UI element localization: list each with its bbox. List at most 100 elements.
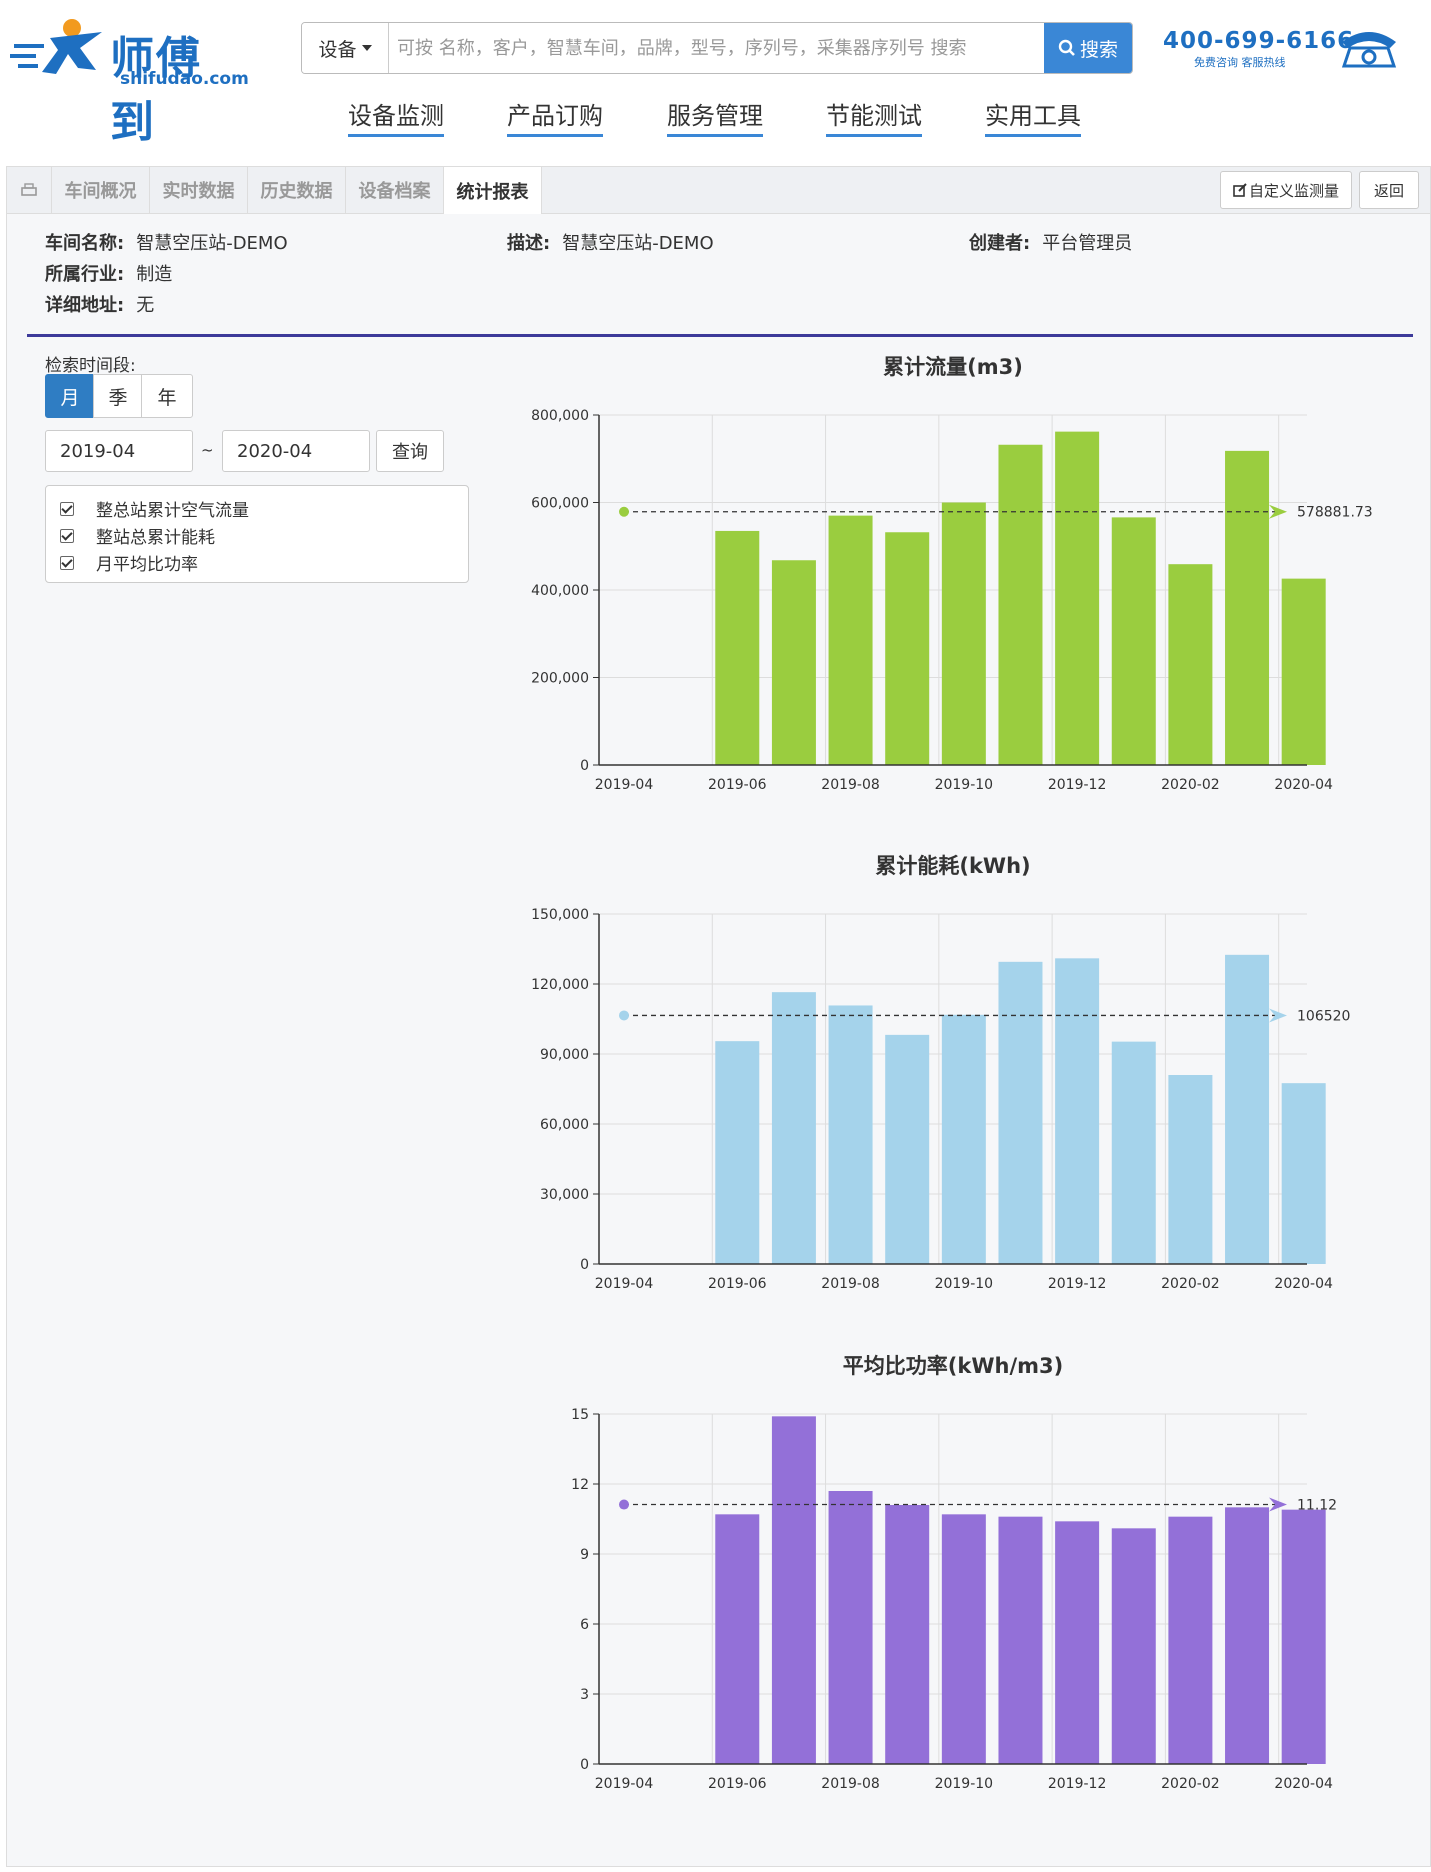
- period-year-button[interactable]: 年: [141, 374, 193, 418]
- hotline: 400-699-6166 免费咨询 客服热线: [1160, 26, 1397, 74]
- nav-item-service-management[interactable]: 服务管理: [667, 96, 763, 137]
- y-tick-label: 800,000: [531, 408, 589, 424]
- average-arrow-icon: [1269, 1497, 1287, 1512]
- bar: [1281, 578, 1326, 765]
- x-tick-label: 2019-04: [595, 1776, 654, 1792]
- tab-realtime-data[interactable]: 实时数据: [150, 167, 248, 213]
- bar: [1168, 564, 1213, 765]
- bar: [828, 1005, 873, 1264]
- workshop-creator: 创建者: 平台管理员: [969, 229, 1132, 255]
- bar: [1225, 954, 1270, 1264]
- option-label: 整站总累计能耗: [96, 528, 215, 548]
- nav-item-device-monitor[interactable]: 设备监测: [348, 96, 444, 137]
- x-tick-label: 2019-08: [821, 1776, 880, 1792]
- y-tick-label: 6: [580, 1617, 589, 1633]
- end-date-input[interactable]: 2020-04: [222, 430, 370, 472]
- main-nav: 设备监测 产品订购 服务管理 节能测试 实用工具: [340, 96, 1100, 137]
- bar: [1055, 1521, 1100, 1764]
- x-tick-label: 2019-10: [935, 777, 994, 793]
- phone-icon: [1341, 32, 1397, 68]
- start-date-input[interactable]: 2019-04: [45, 430, 193, 472]
- print-icon: [21, 183, 37, 196]
- option-energy[interactable]: 整站总累计能耗: [60, 523, 215, 548]
- bar: [715, 530, 760, 765]
- bar: [1168, 1516, 1213, 1764]
- workshop-address: 详细地址: 无: [45, 291, 154, 317]
- x-tick-label: 2020-02: [1161, 1776, 1220, 1792]
- print-button[interactable]: [7, 167, 52, 213]
- period-month-button[interactable]: 月: [45, 374, 95, 418]
- x-tick-label: 2020-02: [1161, 777, 1220, 793]
- search-input[interactable]: [389, 23, 1044, 73]
- logo[interactable]: 师傅到 shifudao.com: [10, 8, 249, 148]
- tab-statistics-report[interactable]: 统计报表: [444, 167, 542, 214]
- bar: [1225, 450, 1270, 765]
- bar: [885, 532, 930, 765]
- bar: [828, 515, 873, 765]
- nav-item-tools[interactable]: 实用工具: [985, 96, 1081, 137]
- custom-metrics-button[interactable]: 自定义监测量: [1220, 171, 1352, 209]
- energy-chart-svg: 累计能耗(kWh) 0 30,000 60,000 90,000 120,000 150,0…: [531, 854, 1350, 1292]
- nav-item-product-order[interactable]: 产品订购: [507, 96, 603, 137]
- option-specific-power[interactable]: 月平均比功率: [60, 550, 198, 575]
- search-icon: [1058, 39, 1075, 56]
- workshop-creator-value: 平台管理员: [1042, 233, 1133, 254]
- y-tick-label: 0: [580, 758, 589, 774]
- y-tick-label: 200,000: [531, 671, 589, 687]
- chart-title: 累计流量(m3): [883, 355, 1023, 379]
- search-category-select[interactable]: 设备: [302, 23, 389, 73]
- average-start-marker: [619, 1010, 629, 1021]
- option-label: 月平均比功率: [96, 555, 198, 575]
- bar: [998, 1516, 1043, 1764]
- y-tick-label: 30,000: [540, 1187, 589, 1203]
- search-bar: 设备 搜索: [301, 22, 1133, 74]
- bar: [771, 1416, 816, 1764]
- average-arrow-icon: [1269, 1008, 1287, 1023]
- nav-item-energy-test[interactable]: 节能测试: [826, 96, 922, 137]
- hotline-number: 400-699-6166: [1163, 28, 1355, 54]
- workshop-address-label: 详细地址:: [45, 295, 125, 316]
- x-tick-label: 2020-02: [1161, 1276, 1220, 1292]
- bar: [771, 560, 816, 765]
- query-button[interactable]: 查询: [376, 430, 444, 472]
- tab-device-files[interactable]: 设备档案: [346, 167, 444, 213]
- bar: [941, 1014, 986, 1264]
- specific-power-chart-svg: 平均比功率(kWh/m3) 0 3 6 9 12 15 2019-04 2019-06 2019-…: [571, 1354, 1337, 1792]
- workshop-name-label: 车间名称:: [45, 233, 125, 254]
- y-tick-label: 12: [571, 1477, 589, 1493]
- search-category-label: 设备: [318, 38, 357, 61]
- workshop-industry: 所属行业: 制造: [45, 260, 172, 286]
- bar: [1111, 1528, 1156, 1764]
- logo-domain: shifudao.com: [120, 69, 249, 89]
- x-tick-label: 2019-10: [935, 1776, 994, 1792]
- report-panel: 车间概况 实时数据 历史数据 设备档案 统计报表 自定义监测量 返回 车间名称:…: [6, 166, 1431, 1867]
- x-tick-label: 2020-04: [1274, 777, 1333, 793]
- y-tick-label: 15: [571, 1407, 589, 1423]
- caret-down-icon: [361, 45, 372, 51]
- checkbox-checked-icon[interactable]: [60, 501, 74, 516]
- bar: [1055, 958, 1100, 1264]
- option-air-flow[interactable]: 整总站累计空气流量: [60, 496, 249, 521]
- logo-text: 师傅到: [110, 33, 202, 148]
- back-button[interactable]: 返回: [1359, 171, 1419, 209]
- bar: [1281, 1083, 1326, 1264]
- tab-history-data[interactable]: 历史数据: [248, 167, 346, 213]
- custom-metrics-label: 自定义监测量: [1248, 181, 1339, 200]
- checkbox-checked-icon[interactable]: [60, 528, 74, 543]
- x-tick-label: 2019-08: [821, 777, 880, 793]
- chart-title: 累计能耗(kWh): [875, 854, 1030, 878]
- workshop-industry-value: 制造: [136, 264, 173, 285]
- search-button[interactable]: 搜索: [1044, 23, 1132, 73]
- workshop-desc-label: 描述:: [507, 233, 551, 254]
- logo-mascot-icon: [10, 19, 102, 74]
- y-tick-label: 150,000: [531, 907, 589, 923]
- x-tick-label: 2020-04: [1274, 1276, 1333, 1292]
- flow-chart: 累计流量(m3) 0 200,000 400,000 600,000 800,000 201…: [512, 343, 1382, 823]
- average-label: 11.12: [1297, 1498, 1337, 1514]
- y-tick-label: 120,000: [531, 977, 589, 993]
- tab-workshop-overview[interactable]: 车间概况: [52, 167, 150, 213]
- x-tick-label: 2019-06: [708, 1776, 767, 1792]
- y-tick-label: 9: [580, 1547, 589, 1563]
- checkbox-checked-icon[interactable]: [60, 555, 74, 570]
- period-quarter-button[interactable]: 季: [93, 374, 143, 418]
